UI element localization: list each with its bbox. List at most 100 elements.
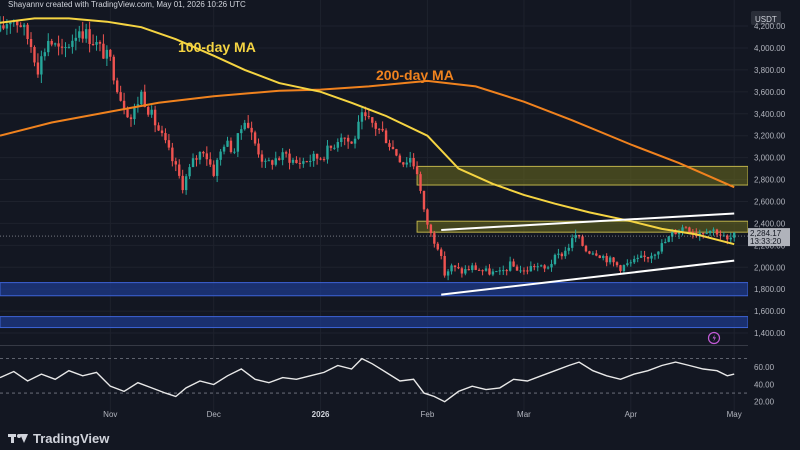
candle-down — [16, 21, 19, 26]
price-tick-label: 1,400.00 — [754, 329, 786, 338]
candle-down — [112, 56, 115, 81]
candle-up — [340, 137, 343, 143]
candle-down — [115, 80, 119, 93]
candle-down — [398, 155, 402, 163]
candle-down — [284, 152, 288, 154]
candle-down — [257, 143, 260, 155]
candle-up — [47, 40, 50, 53]
candle-down — [688, 227, 691, 233]
candle-up — [67, 46, 71, 48]
candle-down — [605, 255, 608, 263]
candle-down — [426, 209, 429, 225]
candle-up — [302, 161, 305, 164]
candle-down — [381, 128, 384, 131]
candle-up — [105, 49, 109, 59]
candle-down — [167, 140, 171, 148]
current-price-value: 2,284.17 — [750, 229, 782, 238]
candle-down — [147, 107, 150, 115]
candle-down — [229, 140, 233, 153]
ma200-label: 200-day MA — [376, 67, 454, 83]
time-tick-label: Feb — [421, 410, 435, 419]
candle-up — [508, 261, 512, 271]
candle-down — [122, 100, 126, 110]
candle-down — [2, 25, 5, 29]
time-axis[interactable]: Nov Dec 2026 Feb Mar Apr May — [103, 410, 742, 419]
candle-down — [119, 92, 122, 101]
candle-down — [109, 49, 112, 57]
ma200-line — [0, 79, 735, 189]
candle-up — [712, 229, 715, 231]
current-price-countdown: 13:33:20 — [750, 237, 782, 246]
candle-up — [650, 255, 653, 259]
candle-up — [43, 52, 47, 57]
candle-down — [433, 233, 436, 244]
candle-up — [471, 265, 474, 270]
candle-up — [529, 266, 533, 272]
price-tick-label: 3,000.00 — [754, 154, 786, 163]
price-tick-label: 3,800.00 — [754, 66, 786, 75]
candle-up — [357, 121, 360, 139]
candle-down — [612, 257, 615, 263]
candle-down — [457, 267, 460, 269]
alert-icon-ring — [707, 331, 721, 345]
candle-up — [705, 233, 708, 235]
candle-down — [298, 163, 302, 165]
candle-down — [160, 130, 164, 134]
candle-up — [626, 263, 629, 266]
candle-down — [477, 269, 481, 271]
candle-down — [643, 255, 646, 257]
rsi-line-group — [0, 357, 735, 403]
price-tick-label: 2,400.00 — [754, 219, 786, 228]
candle-down — [202, 151, 205, 154]
rsi-axis-labels: 60.00 40.00 20.00 — [754, 363, 775, 406]
price-tick-label: 3,600.00 — [754, 88, 786, 97]
candle-up — [219, 151, 222, 160]
rsi-tick-label: 60.00 — [754, 363, 775, 372]
candle-down — [305, 161, 308, 163]
candle-up — [274, 158, 277, 165]
candle-down — [415, 166, 419, 175]
candle-down — [391, 146, 395, 150]
candle-down — [195, 158, 198, 160]
candle-down — [343, 137, 346, 139]
candle-up — [74, 37, 78, 41]
candle-up — [664, 241, 667, 244]
price-axis[interactable]: USDT 4,200.00 4,000.00 3,800.00 3,600.00 3,4… — [748, 0, 800, 422]
candle-up — [622, 265, 626, 271]
rsi-line — [0, 357, 735, 403]
supply-zone-upper — [416, 165, 749, 186]
candle-up — [574, 235, 577, 239]
candle-up — [312, 153, 315, 161]
candle-down — [60, 46, 64, 48]
candle-up — [602, 255, 605, 259]
brand-name: TradingView — [33, 430, 110, 446]
candle-up — [464, 269, 467, 274]
candle-down — [505, 270, 508, 272]
candle-up — [405, 162, 408, 165]
currency-label: USDT — [755, 15, 777, 24]
candle-up — [95, 42, 98, 45]
ma100-label: 100-day MA — [178, 39, 256, 55]
candle-down — [367, 116, 371, 118]
candle-up — [498, 270, 502, 272]
candle-up — [733, 232, 736, 238]
candle-up — [360, 112, 364, 122]
alert-icon[interactable] — [707, 331, 721, 345]
currency-badge[interactable] — [751, 11, 781, 25]
rsi-tick-label: 20.00 — [754, 398, 775, 407]
candle-down — [429, 224, 433, 234]
candle-down — [581, 236, 584, 246]
candle-down — [374, 122, 377, 129]
candle-down — [560, 253, 564, 257]
footer-brand[interactable]: TradingView — [8, 430, 109, 446]
candle-down — [377, 128, 381, 130]
candle-up — [567, 247, 570, 251]
candle-down — [171, 147, 174, 162]
candle-down — [253, 132, 257, 144]
candle-down — [174, 161, 177, 165]
candle-up — [215, 159, 219, 176]
candle-up — [670, 232, 674, 237]
candle-down — [278, 158, 281, 160]
candle-up — [198, 151, 202, 160]
